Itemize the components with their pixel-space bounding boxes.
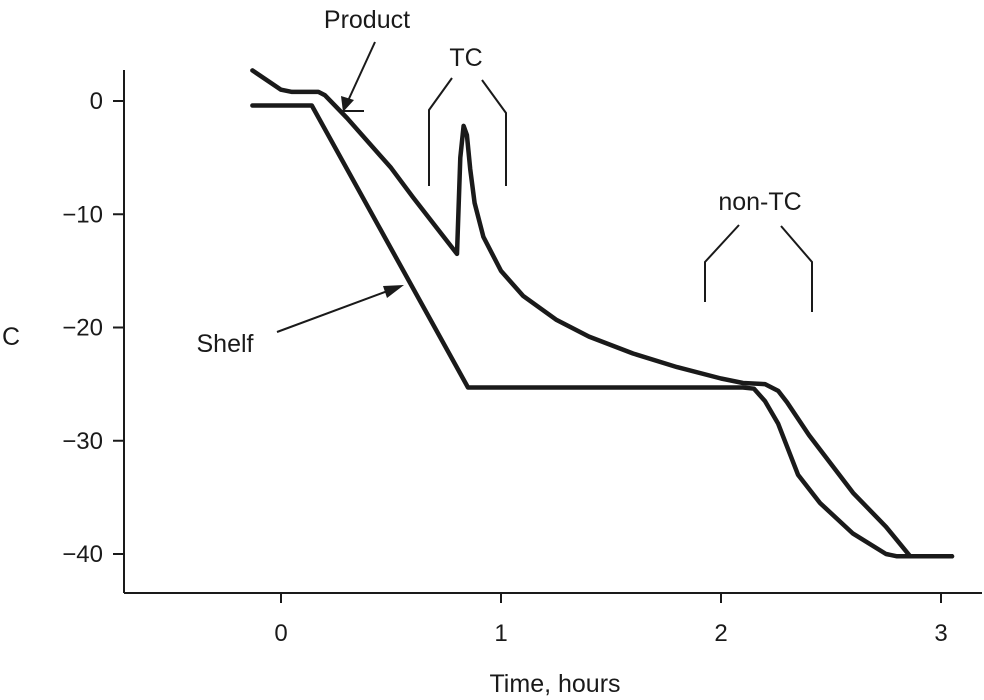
shelf-label: Shelf <box>197 330 254 358</box>
tc-label: TC <box>449 44 482 72</box>
product-label: Product <box>324 6 410 34</box>
series-group <box>250 68 955 559</box>
y-tick-label: −10 <box>62 201 103 228</box>
series-line-shelf <box>250 103 955 559</box>
x-tick-label: 1 <box>494 620 507 647</box>
non-tc-bracket-right <box>780 225 813 312</box>
tc-bracket-left <box>428 77 453 186</box>
x-tick-label: 2 <box>714 620 727 647</box>
y-axis-label: C <box>2 323 20 351</box>
non-tc-label: non-TC <box>718 188 801 216</box>
series-line-product <box>250 68 955 559</box>
x-axis-ticks: 0 1 2 3 <box>274 593 948 647</box>
non-tc-bracket-left <box>704 224 740 302</box>
y-tick-label: −30 <box>62 428 103 455</box>
tc-bracket-right <box>481 79 507 186</box>
product-arrow-head <box>341 96 354 112</box>
y-tick-label: −20 <box>62 315 103 342</box>
shelf-arrow-shaft <box>276 288 394 333</box>
shelf-arrow-head <box>383 285 404 298</box>
y-axis-ticks: 0 −10 −20 −30 −40 <box>62 88 124 568</box>
x-tick-label: 3 <box>934 620 947 647</box>
x-axis-label: Time, hours <box>489 670 620 698</box>
y-tick-label: 0 <box>90 88 103 115</box>
product-arrow-shaft <box>346 41 376 104</box>
x-tick-label: 0 <box>274 620 287 647</box>
y-tick-label: −40 <box>62 541 103 568</box>
